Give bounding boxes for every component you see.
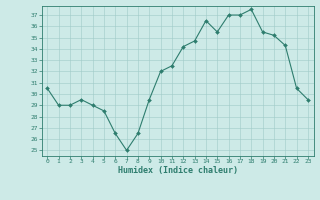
X-axis label: Humidex (Indice chaleur): Humidex (Indice chaleur) [118, 166, 237, 175]
